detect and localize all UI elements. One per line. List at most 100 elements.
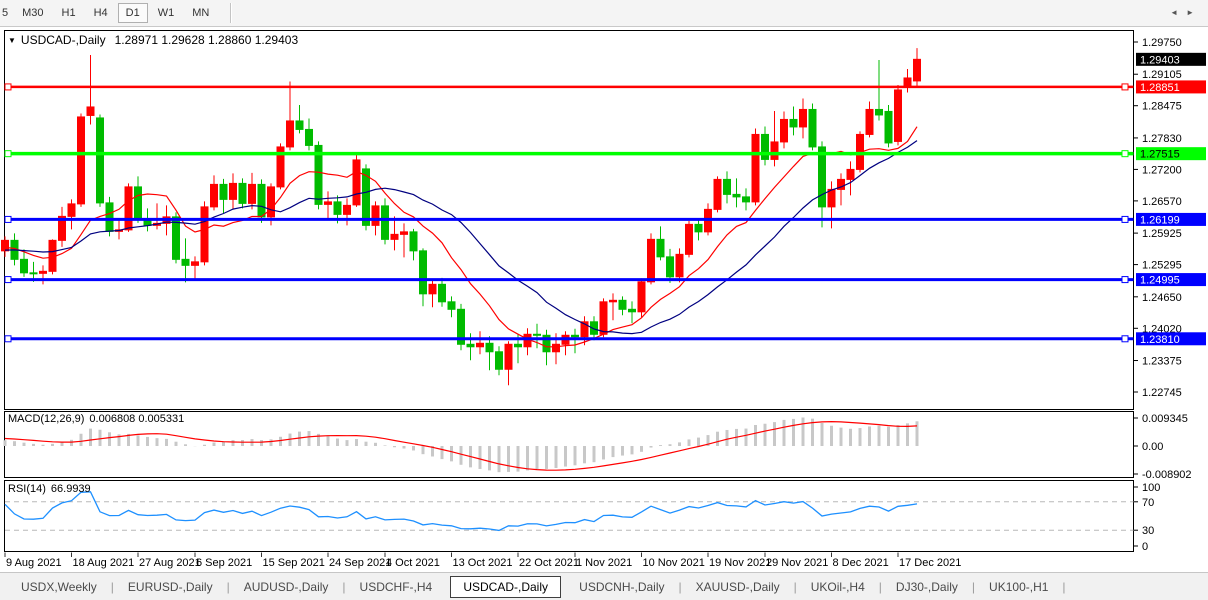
candle-body bbox=[647, 238, 655, 283]
candle-body bbox=[286, 120, 294, 148]
candle-body bbox=[580, 321, 589, 338]
tab-scroll-right-icon[interactable]: ► bbox=[1186, 8, 1202, 17]
candle-body bbox=[485, 342, 494, 353]
hline-anchor[interactable] bbox=[4, 335, 12, 343]
price-tick-label: 1.22745 bbox=[1142, 387, 1182, 399]
macd-axis-label: -0.008902 bbox=[1142, 469, 1192, 481]
candle-body bbox=[400, 231, 408, 235]
tab-separator: | bbox=[971, 579, 976, 594]
time-tick-label: 27 Aug 2021 bbox=[139, 557, 201, 569]
hline-anchor[interactable] bbox=[1121, 83, 1129, 91]
candle-body bbox=[685, 223, 693, 255]
timeframe-button-mn[interactable]: MN bbox=[192, 7, 210, 19]
horizontal-lines bbox=[4, 83, 1134, 343]
hline-anchor[interactable] bbox=[1121, 150, 1129, 158]
candle-body bbox=[248, 183, 256, 204]
price-axis[interactable]: 1.29750 1.29105 1.28475 1.27830 1.27200 1.265… bbox=[1133, 37, 1207, 399]
chart-title[interactable]: ▼ USDCAD-,Daily 1.28971 1.29628 1.28860 1.… bbox=[8, 33, 298, 47]
candle-body bbox=[466, 343, 475, 348]
candle-body bbox=[675, 253, 684, 278]
tab-ukoil-h4[interactable]: UKOil-,H4 bbox=[810, 579, 865, 594]
hline-anchor[interactable] bbox=[4, 150, 12, 158]
tab-eurusd-daily[interactable]: EURUSD-,Daily bbox=[127, 579, 213, 594]
time-tick-label: 24 Sep 2021 bbox=[329, 557, 391, 569]
time-tick-label: 4 Oct 2021 bbox=[386, 557, 440, 569]
time-tick-label: 8 Dec 2021 bbox=[833, 557, 889, 569]
candle-body bbox=[210, 183, 218, 208]
price-badge-1.24995-text: 1.24995 bbox=[1140, 275, 1180, 287]
price-tick-label: 1.23375 bbox=[1142, 356, 1182, 368]
price-badge-1.28851 bbox=[1136, 80, 1206, 94]
current-price-badge bbox=[1136, 52, 1206, 66]
ma-fast-line bbox=[4, 126, 918, 348]
candle-body bbox=[457, 308, 465, 345]
macd-panel[interactable] bbox=[4, 411, 1134, 478]
rsi-panel[interactable] bbox=[4, 480, 1134, 552]
price-badge-1.24995 bbox=[1136, 273, 1206, 287]
hline-anchor[interactable] bbox=[1121, 276, 1129, 284]
timeframe-button-d1[interactable]: D1 bbox=[117, 3, 148, 23]
chart-svg[interactable]: 1.29750 1.29105 1.28475 1.27830 1.27200 1.265… bbox=[0, 0, 1208, 572]
tab-usdx-weekly[interactable]: USDX,Weekly bbox=[21, 579, 97, 594]
tab-separator: | bbox=[226, 579, 230, 594]
price-tick-label: 1.28475 bbox=[1142, 101, 1182, 113]
candle-body bbox=[381, 205, 389, 240]
tab-scroll-arrows: ◄► bbox=[1170, 8, 1202, 17]
candle-body bbox=[229, 182, 237, 200]
candle-body bbox=[390, 233, 399, 240]
candle-body bbox=[200, 206, 209, 263]
candle-body bbox=[29, 272, 38, 275]
timeframe-button-5[interactable]: 5 bbox=[2, 7, 9, 19]
price-badge-1.27515-text: 1.27515 bbox=[1140, 149, 1180, 161]
toolbar-separator bbox=[230, 3, 233, 23]
tab-separator: | bbox=[1062, 579, 1066, 594]
hline-anchor[interactable] bbox=[4, 215, 12, 223]
ma-slow-line bbox=[4, 140, 918, 335]
tab-dj30-daily[interactable]: DJ30-,Daily bbox=[895, 579, 958, 594]
time-tick-label: 18 Aug 2021 bbox=[73, 557, 135, 569]
candle-body bbox=[846, 168, 855, 180]
hline-anchor[interactable] bbox=[1121, 335, 1129, 343]
rsi-axis-label: 30 bbox=[1142, 525, 1154, 537]
rsi-indicator: 100 70 30 0 bbox=[4, 482, 1160, 553]
candle-body bbox=[865, 108, 874, 135]
candle-body bbox=[599, 301, 608, 335]
hline-anchor[interactable] bbox=[1121, 215, 1129, 223]
candle-body bbox=[590, 321, 598, 335]
tab-xauusd-daily[interactable]: XAUUSD-,Daily bbox=[695, 579, 780, 594]
candle-body bbox=[476, 342, 484, 348]
tab-uk100-h1[interactable]: UK100-,H1 bbox=[989, 579, 1049, 594]
time-tick-label: 19 Nov 2021 bbox=[709, 557, 771, 569]
macd-axis-label: 0.00 bbox=[1142, 441, 1163, 453]
tab-scroll-left-icon[interactable]: ◄ bbox=[1170, 8, 1187, 17]
timeframe-button-m30[interactable]: M30 bbox=[22, 7, 44, 19]
candle-body bbox=[124, 186, 133, 231]
candle-body bbox=[267, 186, 275, 218]
time-tick-label: 15 Sep 2021 bbox=[263, 557, 325, 569]
candle-body bbox=[875, 108, 883, 116]
candle-body bbox=[447, 301, 456, 310]
hline-anchor[interactable] bbox=[4, 276, 12, 284]
tab-audusd-daily[interactable]: AUDUSD-,Daily bbox=[243, 579, 329, 594]
chevron-down-icon[interactable]: ▼ bbox=[8, 36, 16, 45]
macd-signal-line bbox=[4, 420, 918, 471]
candle-body bbox=[343, 204, 351, 215]
candle-body bbox=[628, 308, 636, 313]
tab-usdcad-daily[interactable]: USDCAD-,Daily bbox=[450, 575, 562, 598]
hline-anchor[interactable] bbox=[4, 83, 12, 91]
timeframe-button-w1[interactable]: W1 bbox=[157, 7, 175, 19]
rsi-axis-label: 0 bbox=[1142, 541, 1148, 553]
candle-body bbox=[666, 256, 674, 278]
time-tick-label: 9 Aug 2021 bbox=[6, 557, 62, 569]
tab-usdcnh-daily[interactable]: USDCNH-,Daily bbox=[579, 579, 665, 594]
candle-body bbox=[324, 201, 332, 205]
candle-body bbox=[514, 343, 522, 348]
timeframe-button-h1[interactable]: H1 bbox=[61, 7, 76, 19]
candle-body bbox=[552, 343, 560, 353]
tab-usdchf-h4[interactable]: USDCHF-,H4 bbox=[359, 579, 433, 594]
timeframe-toolbar: 5 M30 H1 H4 D1 W1 MN bbox=[0, 0, 1208, 27]
price-tick-label: 1.25925 bbox=[1142, 228, 1182, 240]
candle-body bbox=[191, 261, 199, 266]
timeframe-button-h4[interactable]: H4 bbox=[93, 7, 108, 19]
